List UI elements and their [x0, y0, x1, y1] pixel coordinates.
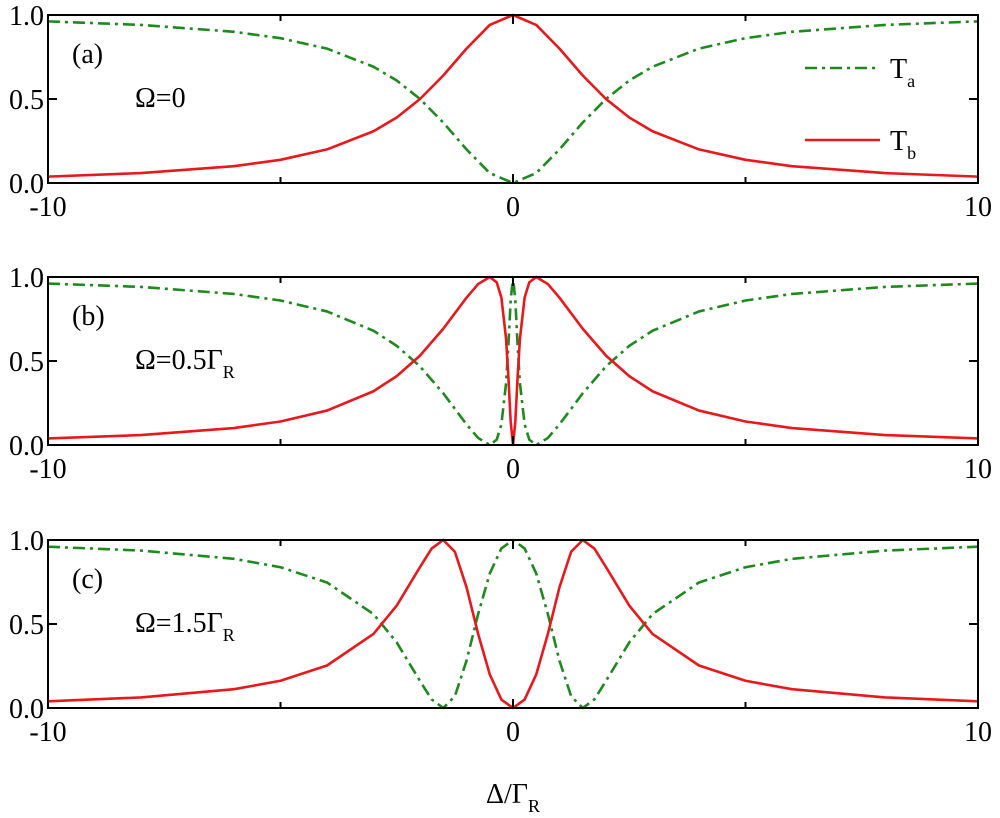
- x-tick-label: 10: [964, 454, 992, 485]
- y-tick-label: 0.0: [9, 431, 44, 462]
- y-tick-label: 0.5: [9, 347, 44, 378]
- y-tick-label: 1.0: [9, 1, 44, 32]
- annotation: Ω=0.5ΓR: [135, 345, 235, 382]
- annotation-main: Ω=0.5Γ: [135, 345, 223, 376]
- x-tick-label: -10: [29, 717, 66, 748]
- annotation: Ω=1.5ΓR: [135, 608, 235, 645]
- x-axis-label-main: Δ/Γ: [486, 779, 528, 810]
- y-tick-label: 0.0: [9, 169, 44, 200]
- x-axis-label-sub: R: [528, 796, 540, 816]
- y-tick-label: 0.5: [9, 610, 44, 641]
- plot-frame: [47, 14, 979, 184]
- x-tick-label: 10: [964, 192, 992, 223]
- plot-area: [48, 13, 978, 185]
- panel-label: (b): [72, 301, 105, 332]
- x-tick-label: -10: [29, 192, 66, 223]
- panel-label: (c): [72, 564, 103, 595]
- x-tick-label: 0: [506, 454, 520, 485]
- legend-label-main: T: [890, 54, 907, 85]
- x-axis-label: Δ/ΓR: [486, 779, 540, 816]
- series-line: [48, 13, 978, 178]
- x-tick-label: 0: [506, 192, 520, 223]
- annotation-sub: R: [223, 625, 235, 645]
- annotation-sub: R: [223, 362, 235, 382]
- panel-label: (a): [72, 39, 103, 70]
- y-tick-label: 0.5: [9, 85, 44, 116]
- legend-label-main: T: [890, 126, 907, 157]
- annotation-main: Ω=0: [135, 83, 186, 114]
- x-tick-label: 0: [506, 717, 520, 748]
- y-tick-label: 1.0: [9, 263, 44, 294]
- annotation-main: Ω=1.5Γ: [135, 608, 223, 639]
- legend-label: Tb: [890, 126, 916, 163]
- annotation: Ω=0: [135, 83, 186, 114]
- legend-label-sub: a: [907, 71, 915, 91]
- legend-label: Ta: [890, 54, 915, 91]
- y-tick-label: 1.0: [9, 526, 44, 557]
- y-tick-label: 0.0: [9, 694, 44, 725]
- series-line: [48, 20, 978, 185]
- x-tick-label: 10: [964, 717, 992, 748]
- legend-label-sub: b: [907, 143, 916, 163]
- x-tick-label: -10: [29, 454, 66, 485]
